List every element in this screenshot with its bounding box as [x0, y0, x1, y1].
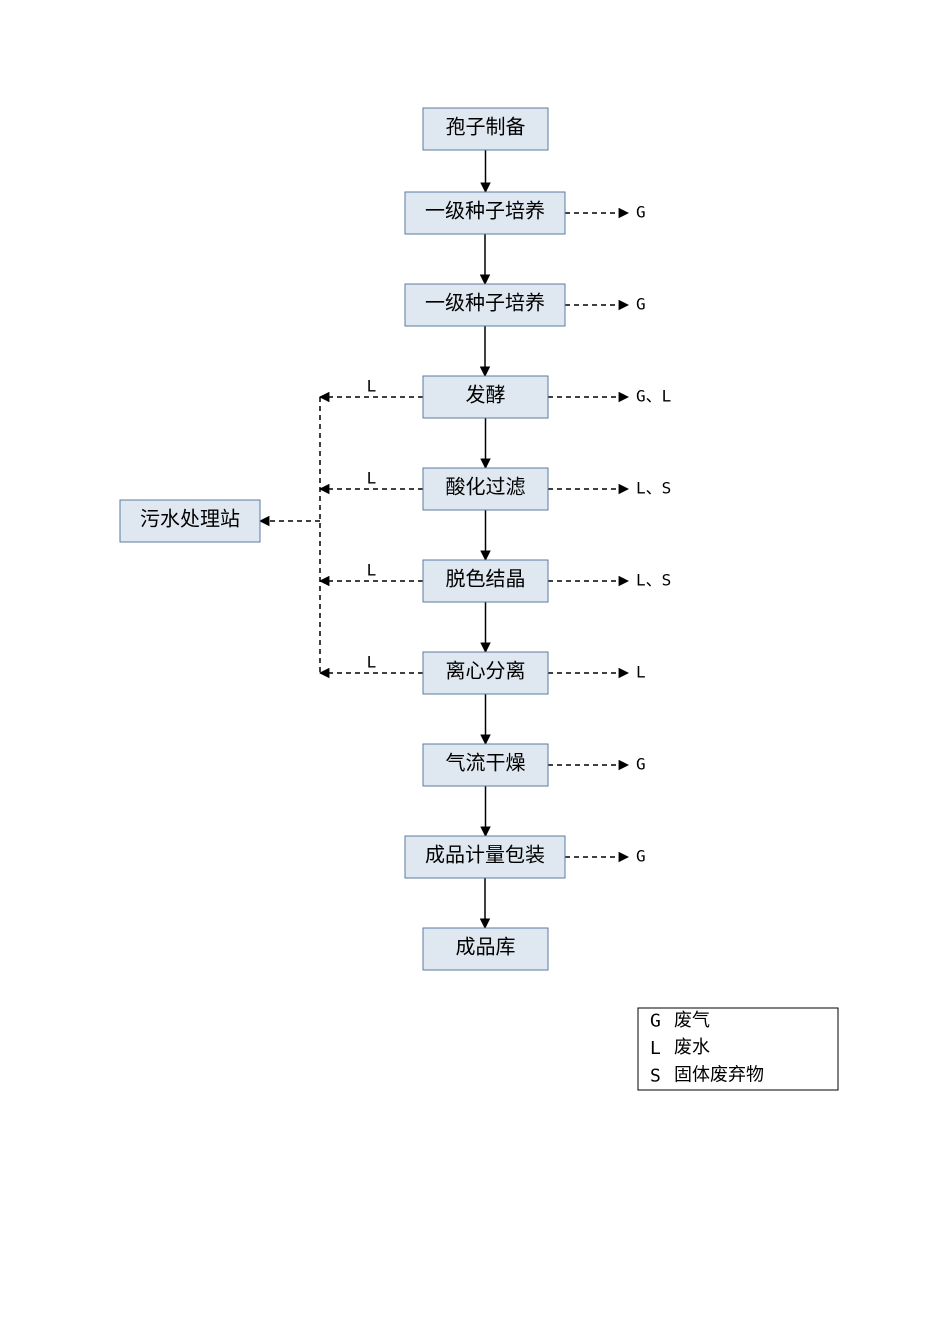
node-label-n6: 脱色结晶 [446, 568, 526, 591]
node-label-n10: 成品库 [456, 936, 516, 959]
node-label-n3: 一级种子培养 [425, 292, 545, 315]
legend-text-0: 废气 [674, 1010, 710, 1030]
node-label-n7: 离心分离 [446, 660, 526, 683]
node-label-n4: 发酵 [466, 384, 506, 407]
legend-text-1: 废水 [674, 1037, 710, 1057]
flowchart-canvas: GGG、LL、SL、SLGGLLLL孢子制备一级种子培养一级种子培养发酵酸化过滤… [0, 0, 945, 1338]
output-label-n7: L [636, 663, 646, 682]
output-label-n6: L、S [636, 571, 671, 590]
legend-code-1: L [650, 1038, 661, 1059]
left-feed-label-n6: L [367, 561, 377, 580]
node-label-n2: 一级种子培养 [425, 200, 545, 223]
left-feed-label-n4: L [367, 377, 377, 396]
output-label-n8: G [636, 755, 646, 774]
node-label-n1: 孢子制备 [446, 116, 526, 139]
left-feed-label-n7: L [367, 653, 377, 672]
legend-text-2: 固体废弃物 [674, 1064, 764, 1084]
legend-code-0: G [650, 1011, 661, 1032]
node-label-n8: 气流干燥 [446, 752, 526, 775]
output-label-n4: G、L [636, 387, 671, 406]
output-label-n9: G [636, 847, 646, 866]
node-label-nW: 污水处理站 [140, 508, 240, 531]
output-label-n5: L、S [636, 479, 671, 498]
left-feed-label-n5: L [367, 469, 377, 488]
output-label-n3: G [636, 295, 646, 314]
node-label-n9: 成品计量包装 [425, 844, 545, 867]
legend-code-2: S [650, 1065, 661, 1086]
node-label-n5: 酸化过滤 [446, 476, 526, 499]
output-label-n2: G [636, 203, 646, 222]
